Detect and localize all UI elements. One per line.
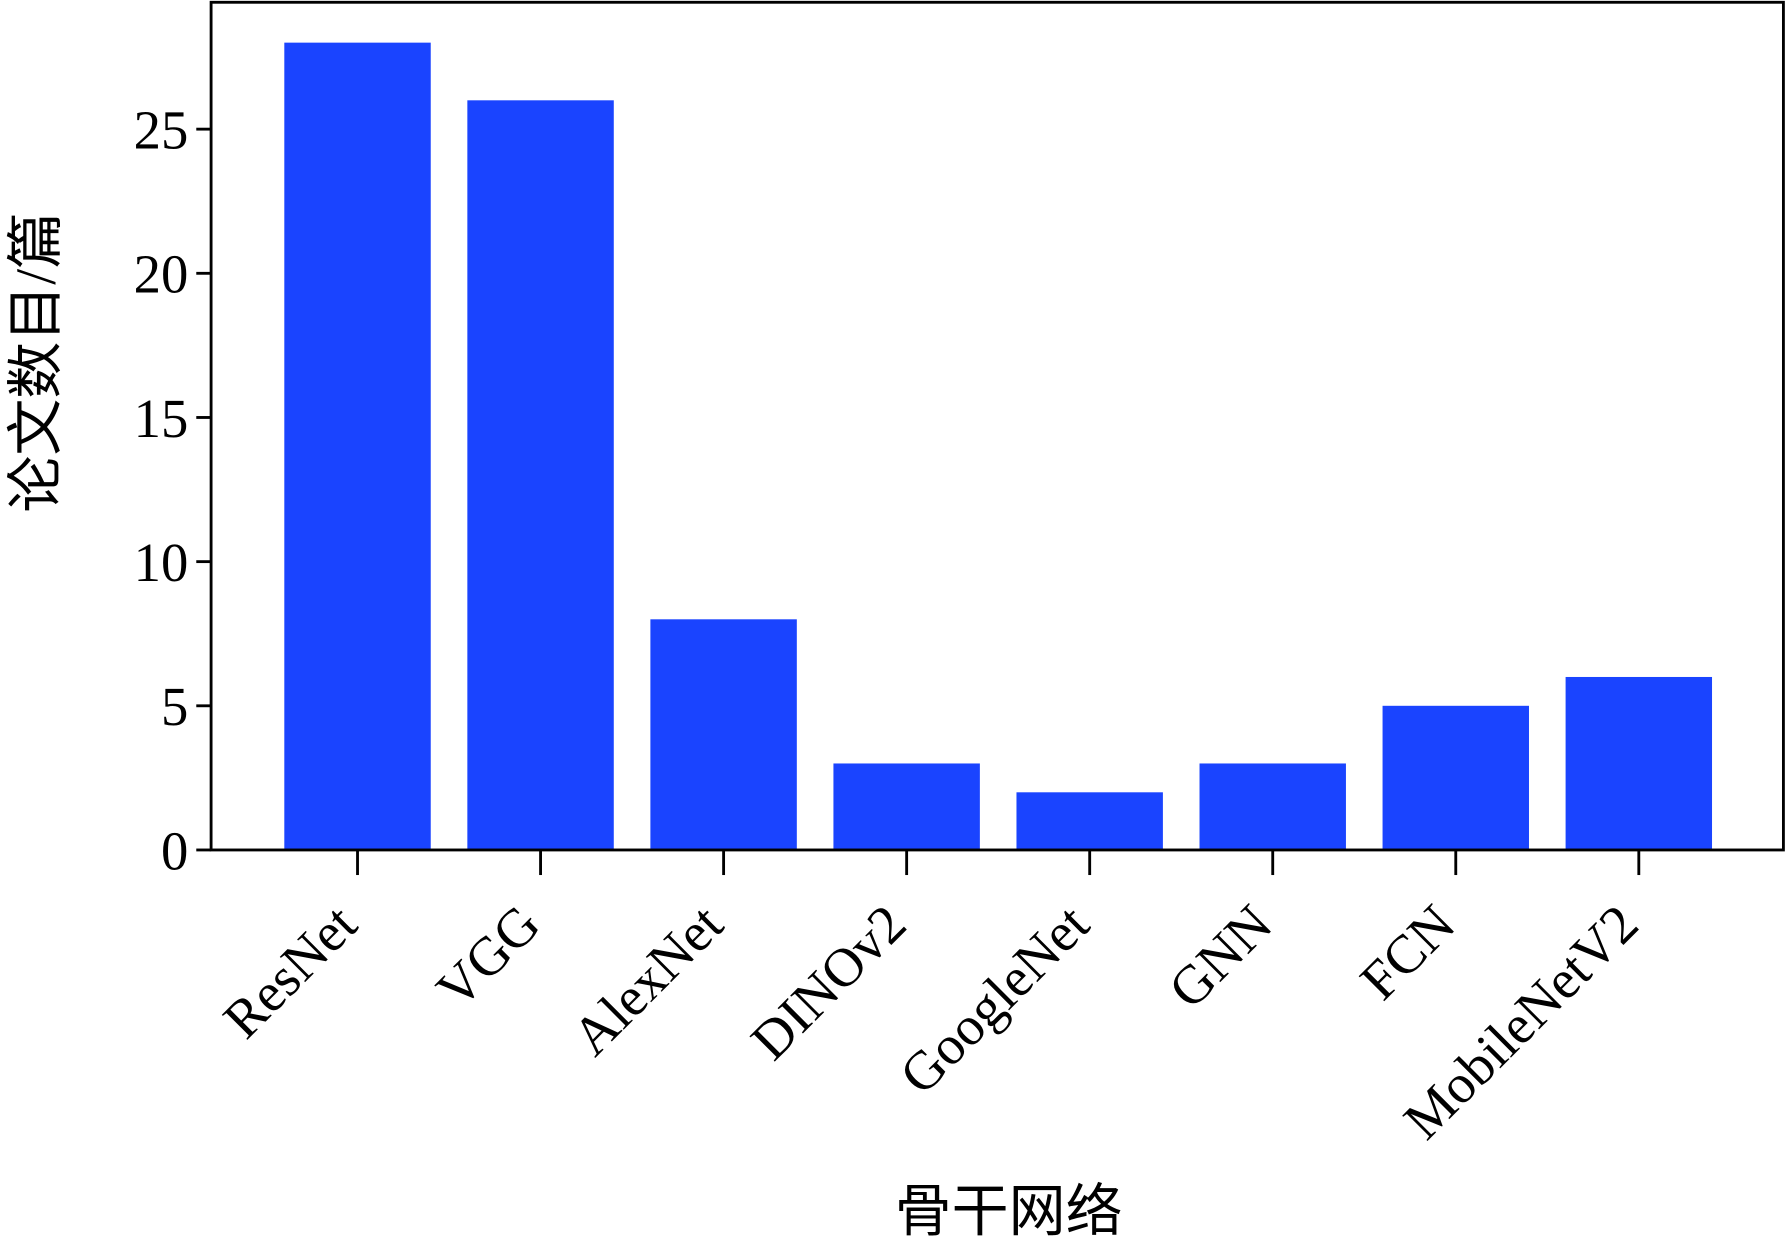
bar <box>284 42 431 850</box>
x-tick-label: GoogleNet <box>888 893 1101 1106</box>
x-tick-label: GNN <box>1157 893 1284 1020</box>
x-tick-label: VGG <box>424 893 551 1020</box>
y-axis-title: 论文数目/篇 <box>5 212 68 513</box>
bar <box>650 619 797 850</box>
y-tick-label: 25 <box>134 100 189 161</box>
x-tick-label: AlexNet <box>560 893 734 1067</box>
x-axis-title: 骨干网络 <box>895 1181 1123 1244</box>
bar <box>1016 792 1163 850</box>
y-tick-label: 10 <box>134 532 189 593</box>
x-tick-label: FCN <box>1348 893 1466 1011</box>
bar <box>833 763 980 850</box>
x-tick-label: ResNet <box>211 893 368 1050</box>
bar <box>1565 676 1713 850</box>
bar <box>1199 763 1346 850</box>
bar <box>467 100 614 850</box>
y-tick-label: 5 <box>161 676 188 737</box>
y-tick-label: 0 <box>161 820 188 881</box>
y-tick-label: 20 <box>134 244 189 305</box>
plot-frame <box>209 0 1785 852</box>
bar <box>1382 705 1529 850</box>
x-tick-label: DINOv2 <box>739 893 917 1071</box>
y-tick-label: 15 <box>134 388 189 449</box>
